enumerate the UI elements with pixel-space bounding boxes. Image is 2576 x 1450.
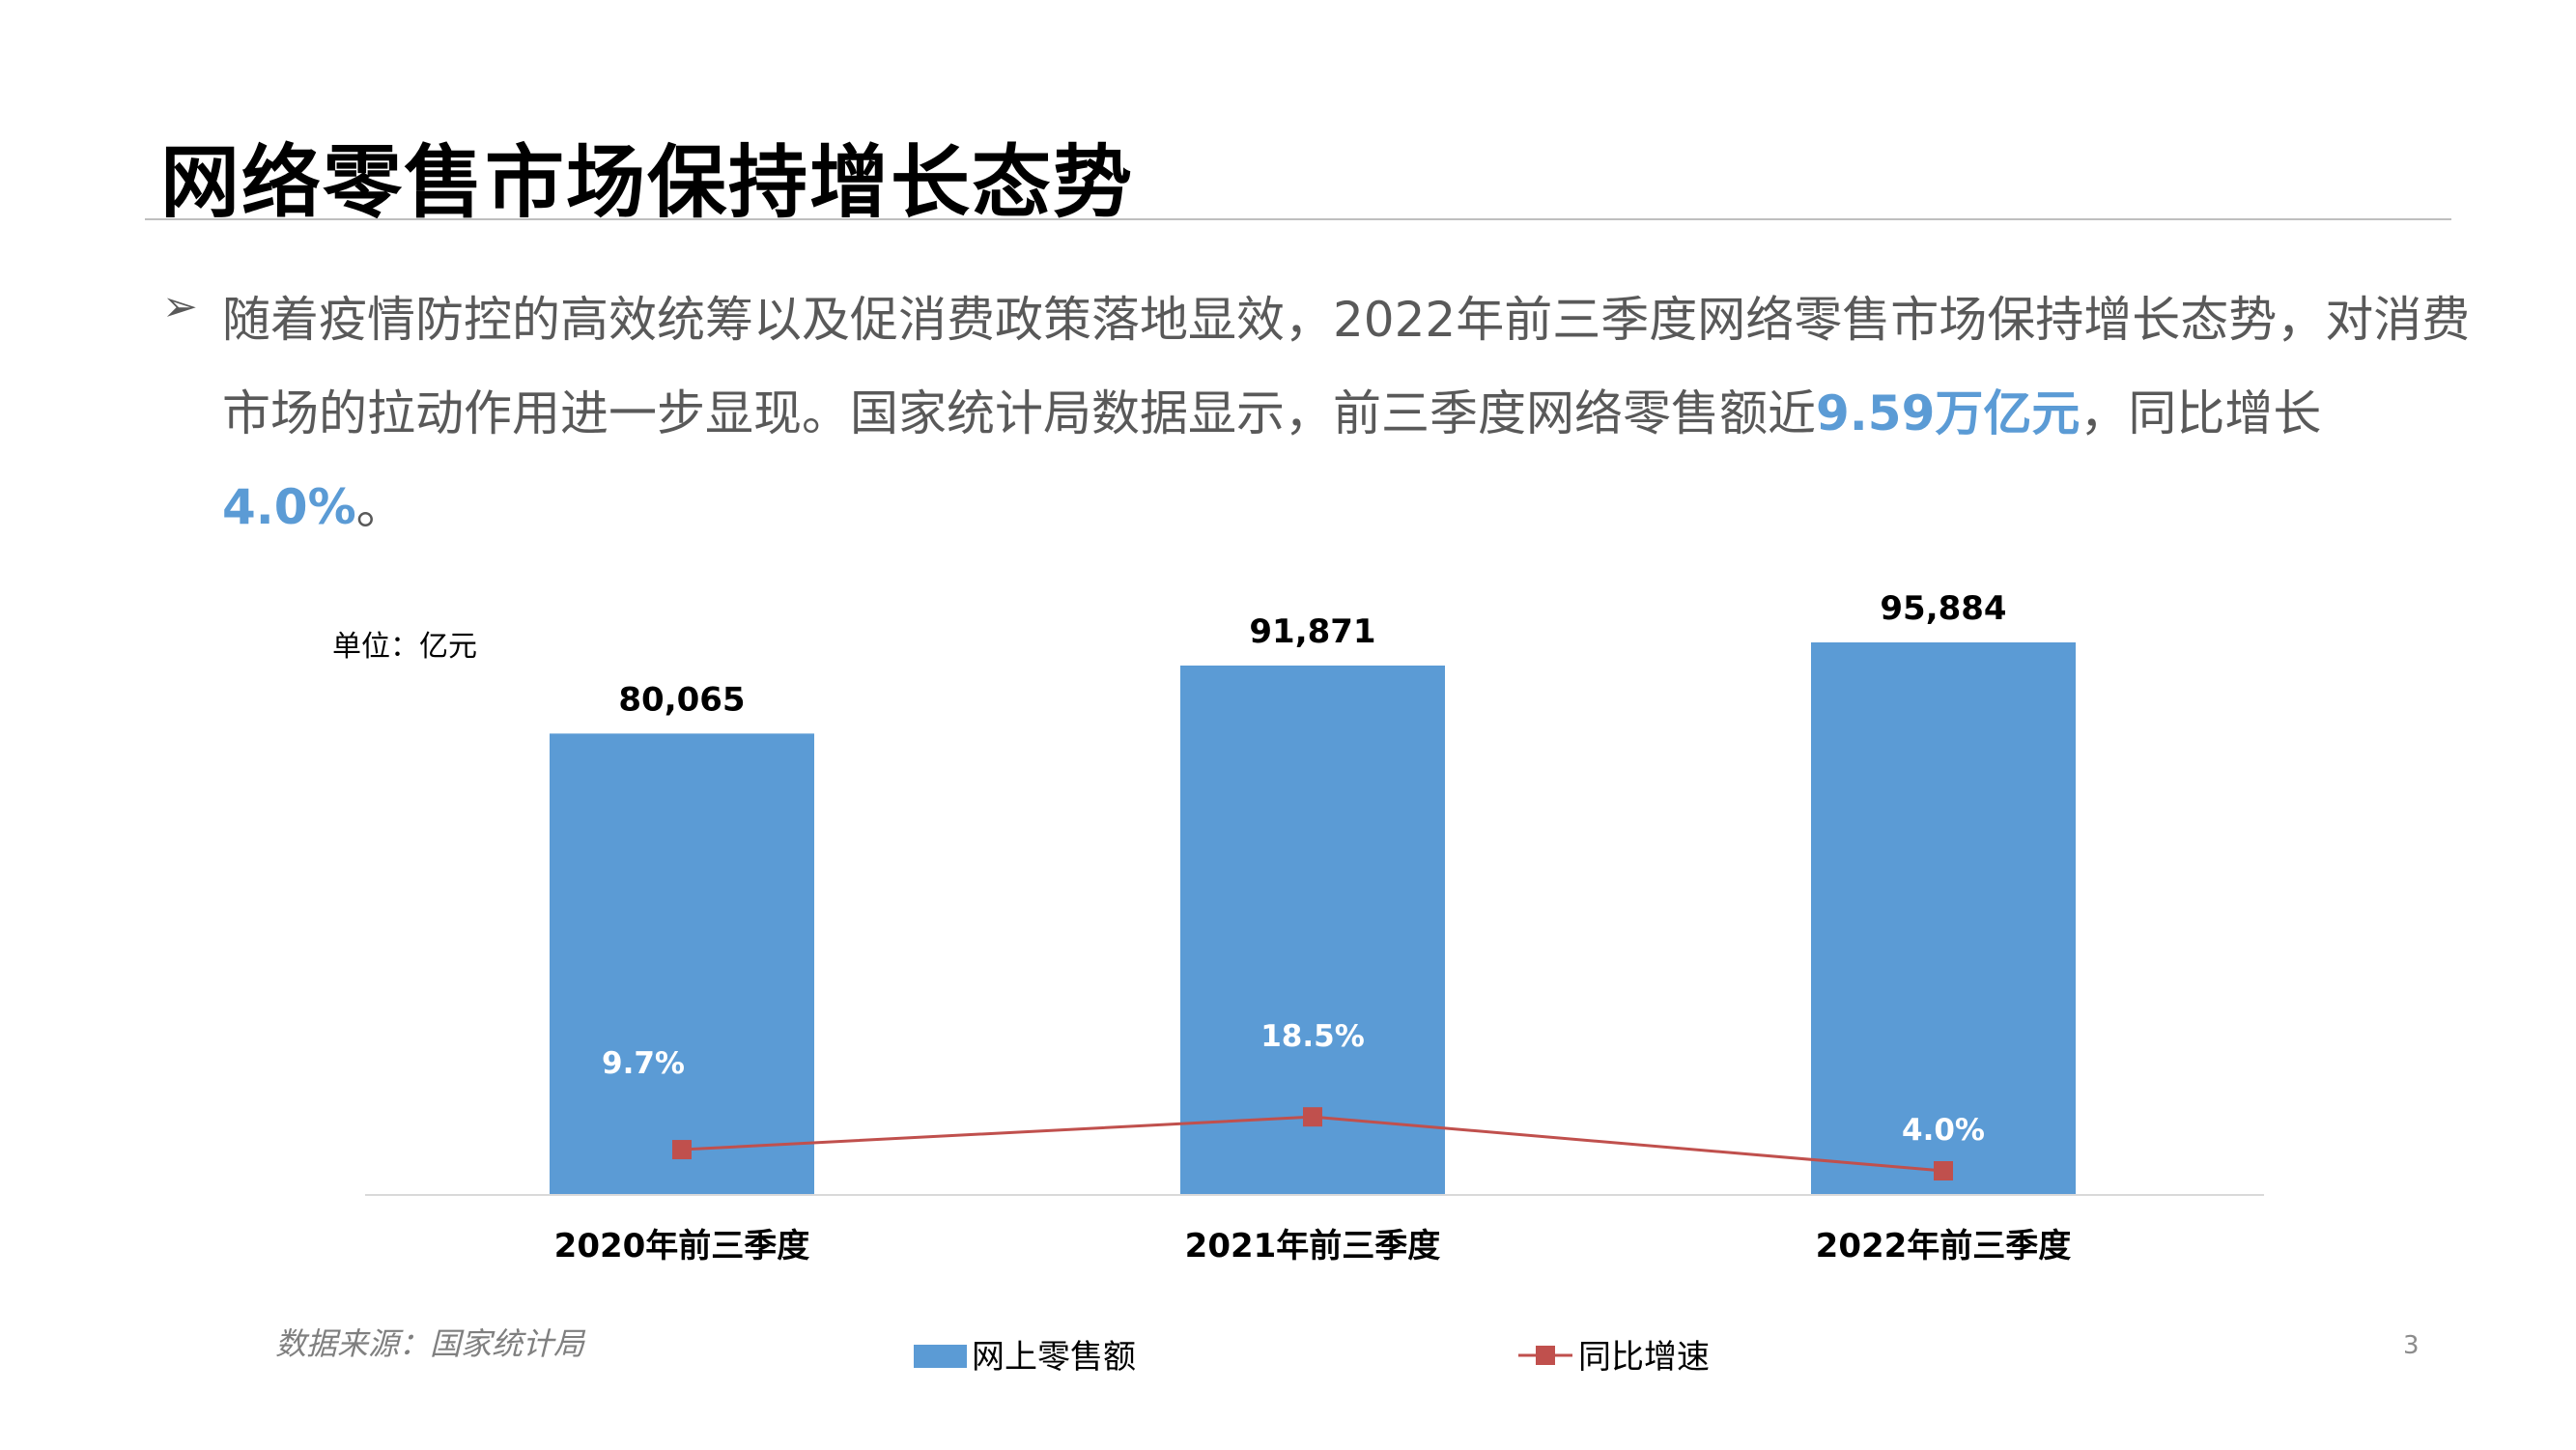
data-source: 数据来源：国家统计局 xyxy=(275,1325,585,1362)
legend-bar-swatch-icon xyxy=(914,1345,967,1368)
legend-line-marker-icon xyxy=(1536,1346,1555,1365)
unit-label: 单位：亿元 xyxy=(332,630,477,664)
slide-title: 网络零售市场保持增长态势 xyxy=(160,137,1135,229)
bar-1 xyxy=(550,733,814,1195)
growth-value-label-2: 18.5% xyxy=(1260,1019,1365,1054)
bar-3 xyxy=(1811,642,2076,1195)
bullet-arrow-icon: ➢ xyxy=(162,282,198,331)
growth-point-1 xyxy=(672,1140,692,1160)
category-label-1: 2020年前三季度 xyxy=(554,1227,810,1265)
summary-paragraph: 随着疫情防控的高效统筹以及促消费政策落地显效，2022年前三季度网络零售市场保持… xyxy=(222,273,2502,554)
bar-value-label-1: 80,065 xyxy=(618,680,745,719)
para-text-1: 随着疫情防控的高效统筹以及促消费政策落地显效，2022年前三季度网络零售市场保持… xyxy=(222,292,2471,441)
para-text-2: ，同比增长 xyxy=(2080,385,2322,441)
category-label-3: 2022年前三季度 xyxy=(1816,1227,2072,1265)
para-highlight-total: 9.59万亿元 xyxy=(1816,385,2081,441)
title-divider xyxy=(145,218,2451,220)
page-number: 3 xyxy=(2403,1331,2420,1360)
growth-point-3 xyxy=(1934,1161,1953,1180)
legend-bar-label: 网上零售额 xyxy=(972,1338,1136,1377)
growth-value-label-1: 9.7% xyxy=(602,1046,685,1081)
bar-value-label-3: 95,884 xyxy=(1880,589,2006,628)
para-highlight-growth: 4.0% xyxy=(222,479,356,535)
category-label-2: 2021年前三季度 xyxy=(1185,1227,1441,1265)
legend-line-label: 同比增速 xyxy=(1578,1338,1710,1377)
para-text-3: 。 xyxy=(355,479,405,535)
growth-point-2 xyxy=(1303,1107,1322,1127)
bar-2 xyxy=(1180,665,1445,1195)
growth-value-label-3: 4.0% xyxy=(1902,1113,1985,1148)
bar-value-label-2: 91,871 xyxy=(1249,612,1375,651)
